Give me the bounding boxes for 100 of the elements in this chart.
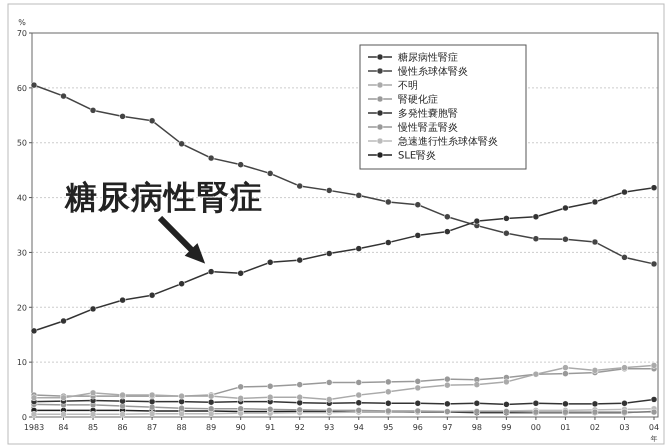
x-tick-label: 01 <box>560 423 571 432</box>
point <box>503 230 510 236</box>
x-tick-label: 96 <box>412 423 423 432</box>
point <box>119 296 126 304</box>
legend-label: 慢性糸球体腎炎 <box>397 66 468 78</box>
point <box>356 399 362 406</box>
point <box>266 394 274 400</box>
point <box>148 404 156 410</box>
x-tick-label: 92 <box>294 423 305 432</box>
point <box>650 184 658 191</box>
point <box>296 394 303 400</box>
point <box>30 411 38 418</box>
point <box>444 400 451 408</box>
point <box>385 198 392 206</box>
x-tick-label: 1983 <box>24 423 44 432</box>
point <box>30 328 38 334</box>
point <box>385 400 392 407</box>
x-tick-label: 93 <box>324 423 334 432</box>
annotation: 糖尿病性腎症 <box>64 178 263 216</box>
x-tick-label: 98 <box>472 423 482 432</box>
y-tick-label: 30 <box>16 248 27 258</box>
point <box>650 362 658 369</box>
point <box>503 215 510 222</box>
legend-label: 糖尿病性腎症 <box>398 52 458 64</box>
point <box>621 188 628 196</box>
point <box>296 182 303 190</box>
point <box>266 383 274 390</box>
x-tick-label: 85 <box>88 423 98 432</box>
point <box>326 379 332 386</box>
point <box>385 378 392 386</box>
legend-label: 急速進行性糸球体腎炎 <box>397 136 498 148</box>
point <box>532 400 540 407</box>
point <box>385 388 392 396</box>
point <box>532 214 540 220</box>
point <box>562 204 569 212</box>
point <box>503 378 510 386</box>
point <box>474 381 480 388</box>
point <box>296 399 303 406</box>
y-tick-label: 10 <box>16 358 27 368</box>
legend-label: 慢性腎盂腎炎 <box>397 122 458 134</box>
point <box>444 214 451 220</box>
point <box>178 280 185 287</box>
point <box>178 398 185 405</box>
y-tick-label: 40 <box>16 194 27 203</box>
point <box>562 236 569 243</box>
y-tick-label: 20 <box>16 303 27 312</box>
x-tick-label: 84 <box>58 423 69 432</box>
x-tick-label: 04 <box>648 423 660 432</box>
point <box>444 382 451 388</box>
x-tick-label: 02 <box>590 423 600 432</box>
point <box>237 406 244 412</box>
point <box>414 400 422 407</box>
x-tick-label: 95 <box>383 423 394 432</box>
point <box>119 113 126 120</box>
point <box>60 318 67 324</box>
point <box>562 364 569 371</box>
point <box>562 400 569 408</box>
point <box>503 401 510 408</box>
point <box>90 107 96 114</box>
y-tick-label: 60 <box>16 84 27 93</box>
legend-label: SLE腎炎 <box>398 150 436 162</box>
point <box>237 161 244 168</box>
point <box>296 381 303 388</box>
point <box>326 396 332 403</box>
point <box>30 82 38 88</box>
x-tick-label: 97 <box>442 423 452 432</box>
x-tick-label: 03 <box>619 423 630 432</box>
point <box>592 238 598 246</box>
legend-label: 腎硬化症 <box>398 94 438 106</box>
point <box>474 400 480 407</box>
point <box>237 395 244 402</box>
point <box>90 306 96 312</box>
point <box>90 390 96 396</box>
legend-label: 不明 <box>398 80 418 92</box>
x-tick-label: 99 <box>501 423 512 432</box>
x-tick-label: 87 <box>147 423 158 432</box>
point <box>119 411 126 418</box>
point <box>356 192 362 199</box>
point <box>237 384 244 390</box>
point <box>356 245 362 252</box>
point <box>148 118 156 124</box>
point <box>266 170 274 177</box>
point <box>532 235 540 242</box>
point <box>562 370 569 377</box>
point <box>148 410 156 417</box>
point <box>60 411 67 418</box>
x-tick-label: 86 <box>117 423 128 432</box>
point <box>208 154 214 162</box>
point <box>326 250 332 257</box>
point <box>444 376 451 382</box>
point <box>208 398 214 406</box>
x-tick-label: 00 <box>530 423 541 432</box>
point <box>178 404 185 412</box>
x-tick-label: 89 <box>206 423 216 432</box>
point <box>621 400 628 407</box>
point <box>148 398 156 405</box>
point <box>178 140 185 148</box>
point <box>414 232 422 239</box>
y-axis-title: % <box>18 18 26 27</box>
y-tick-label: 50 <box>16 138 27 148</box>
